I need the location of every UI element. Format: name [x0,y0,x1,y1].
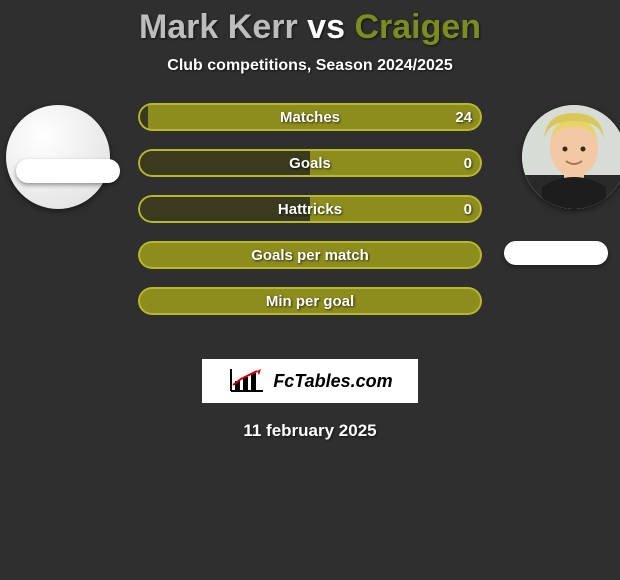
stat-label: Goals per match [138,241,482,269]
stat-label: Goals [138,149,482,177]
stat-row: Matches24 [138,103,482,131]
page-title: Mark Kerr vs Craigen [0,0,620,47]
player2-pill [504,241,608,265]
chart-rows: Matches24Goals0Hattricks0Goals per match… [138,103,482,333]
stat-value-right: 0 [464,195,472,223]
title-player1: Mark Kerr [139,8,298,46]
stat-row: Goals0 [138,149,482,177]
title-vs: vs [307,8,345,46]
subtitle: Club competitions, Season 2024/2025 [0,57,620,75]
player2-avatar [522,105,620,209]
stat-row: Min per goal [138,287,482,315]
stat-label: Hattricks [138,195,482,223]
comparison-chart: Matches24Goals0Hattricks0Goals per match… [0,103,620,353]
stat-value-right: 24 [455,103,472,131]
title-player2: Craigen [354,8,481,46]
date: 11 february 2025 [0,421,620,441]
stat-row: Goals per match [138,241,482,269]
stat-label: Matches [138,103,482,131]
logo-text: FcTables.com [273,371,392,392]
logo-box: FcTables.com [202,359,418,403]
logo-chart-icon [227,367,267,395]
stat-row: Hattricks0 [138,195,482,223]
stat-value-right: 0 [464,149,472,177]
player1-avatar [6,105,110,209]
player1-pill [16,159,120,183]
stat-label: Min per goal [138,287,482,315]
